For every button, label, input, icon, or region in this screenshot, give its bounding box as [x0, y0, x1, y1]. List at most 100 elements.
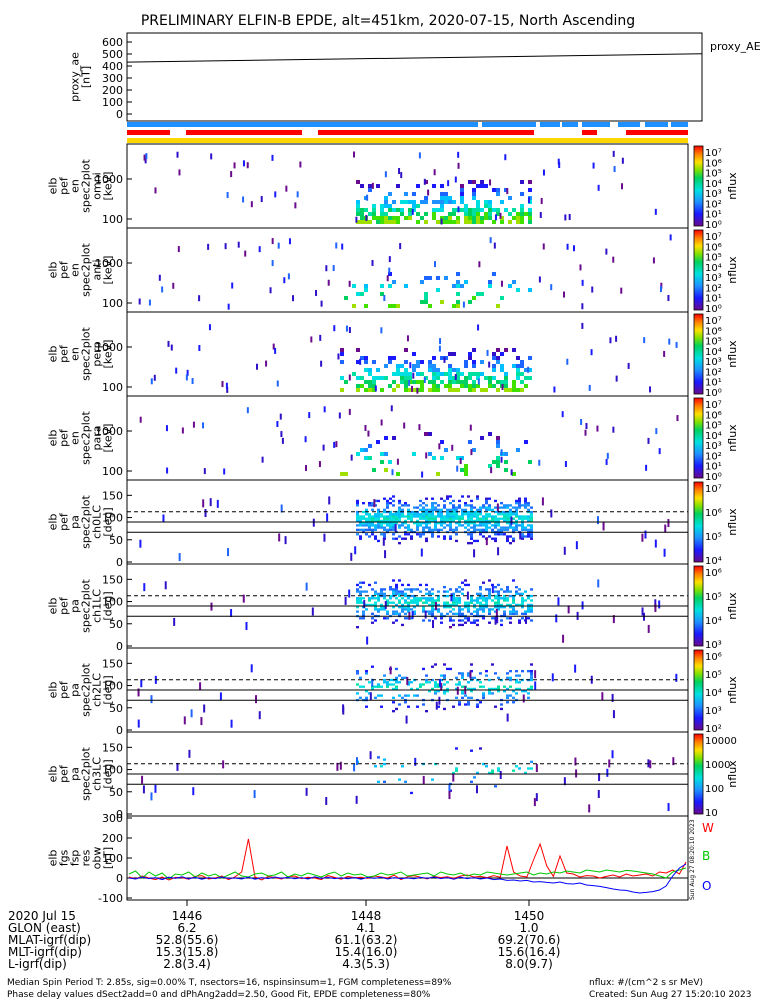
spec-omni-ylabel-0: elb [47, 178, 60, 195]
spec-perp-cb-tick: 10⁷ [705, 316, 722, 327]
spec-anti-ylabel-4: anti [91, 259, 104, 280]
spec-anti-cb-tick: 10¹ [705, 294, 722, 305]
spec-omni-cb-tick: 10¹ [705, 210, 722, 221]
proxy-ae-ytick: 200 [102, 84, 123, 97]
ephem-value-0-0: 1446 [172, 909, 203, 923]
ephem-value-2-0: 52.8(55.6) [156, 933, 219, 947]
pa-ch0-cb-label: nflux [726, 508, 739, 536]
pa-ch0-cb-tick: 10⁷ [705, 484, 722, 495]
pa-ch0-ylabel-1: pef [58, 512, 71, 531]
fgs-series-W [128, 838, 687, 881]
spec-perp-ytick: 1000 [95, 341, 123, 354]
spec-para-cb-tick: 10¹ [705, 462, 722, 473]
orbit-bar-blue [482, 122, 536, 127]
proxy-ae-frame [126, 32, 703, 122]
spec-omni-ylabel-1: pef [58, 176, 71, 195]
pa-ch1-cb-label: nflux [726, 592, 739, 620]
ephem-value-3-0: 15.3(15.8) [156, 945, 219, 959]
spec-omni-cb-tick: 10⁶ [705, 158, 722, 169]
footer-nflux-units: nflux: #/(cm^2 s sr MeV) [589, 978, 703, 988]
fgs-ytick: 0 [116, 872, 123, 885]
spec-anti-cb-tick: 10⁷ [705, 232, 722, 243]
spec-omni-cb-tick: 10⁵ [705, 169, 722, 180]
pa-ch0-ytick: 100 [102, 512, 123, 525]
orbit-bar-blue [582, 122, 610, 127]
pa-ch2-cb-tick: 10² [705, 724, 722, 735]
pa-ch1-colorbar [693, 565, 704, 647]
pa-ch2-cells [137, 663, 678, 728]
pa-ch0-ytick: 0 [116, 556, 123, 569]
ephem-value-1-0: 6.2 [177, 921, 196, 935]
spec-perp-cb-tick: 10¹ [705, 378, 722, 389]
spec-para-ylabel-1: pef [58, 428, 71, 447]
spec-para-ytick: 1000 [95, 425, 123, 438]
spec-omni-cb-label: nflux [726, 172, 739, 200]
pa-ch3-cb-tick: 1000 [705, 760, 730, 771]
pa-ch3-cells [141, 747, 675, 813]
pa-ch2-cb-tick: 10⁴ [705, 688, 722, 699]
pa-ch0-colorbar [693, 481, 704, 563]
pa-ch3-ytick: 100 [102, 764, 123, 777]
spec-omni-ylabel-4: omni [91, 172, 104, 199]
pa-ch0-ylabel-4: ch0LC [91, 505, 104, 539]
pa-ch2-colorbar [693, 649, 704, 731]
panels: 6005004003002001000proxy_ae[nT]proxy_AE1… [47, 32, 761, 905]
pa-ch2-ytick: 0 [116, 724, 123, 737]
pa-ch1-ytick: 150 [102, 573, 123, 586]
proxy-ae-ytick: 300 [102, 72, 123, 85]
orbit-bar-yellow [127, 138, 688, 143]
pa-ch3-ytick: 150 [102, 741, 123, 754]
pa-ch1-ylabel-4: ch1LC [91, 589, 104, 623]
spec-anti-colorbar [693, 229, 704, 311]
ephem-value-2-2: 69.2(70.6) [498, 933, 561, 947]
fgs-legend-O: O [702, 879, 711, 893]
ephem-value-3-1: 15.4(16.0) [335, 945, 398, 959]
pa-ch1-cb-tick: 10⁵ [705, 592, 722, 603]
fgs-ylabel-0: elb [47, 850, 60, 867]
ephem-label-2: MLAT-igrf(dip) [8, 933, 91, 947]
pa-ch1-cb-tick: 10⁶ [705, 568, 722, 579]
pa-ch1-cells [143, 579, 661, 645]
pa-ch0-ylabel-5: [deg] [102, 507, 115, 536]
pa-ch1-ylabel-3: spec2plot [80, 579, 93, 633]
spec-omni-ylabel-2: en [69, 179, 82, 193]
spec-perp-cb-tick: 10² [705, 367, 722, 378]
spec-perp-cb-tick: 10⁵ [705, 337, 722, 348]
pa-ch0-cb-tick: 10⁴ [705, 556, 722, 567]
spec-omni-cb-tick: 10⁷ [705, 148, 722, 159]
spec-perp-cb-tick: 10⁰ [705, 388, 722, 399]
spec-anti-cb-tick: 10⁶ [705, 242, 722, 253]
pa-ch1-ylabel-0: elb [47, 598, 60, 615]
spec-omni-ylabel-3: spec2plot [80, 159, 93, 213]
ephem-value-4-0: 2.8(3.4) [163, 957, 211, 971]
orbit-bar-blue [562, 122, 578, 127]
proxy-ae-legend: proxy_AE [710, 40, 761, 53]
spec-anti-ylabel-2: en [69, 263, 82, 277]
pa-ch0-ylabel-0: elb [47, 514, 60, 531]
spec-anti-cb-tick: 10³ [705, 273, 722, 284]
pa-ch2-cb-tick: 10³ [705, 706, 722, 717]
pa-ch0-ylabel-3: spec2plot [80, 495, 93, 549]
fgs-ylabel-4: obw [91, 847, 104, 870]
orbit-bar-red [626, 130, 688, 135]
spec-anti-ytick: 100 [102, 297, 123, 310]
spec-omni-ytick: 1000 [95, 173, 123, 186]
fgs-legend-W: W [702, 821, 714, 835]
ephem-value-1-1: 4.1 [356, 921, 375, 935]
spec-para-ylabel-2: en [69, 431, 82, 445]
spec-omni-ytick: 100 [102, 213, 123, 226]
fgs-side-note: Sun Aug 27 08:20:10 2023 [689, 819, 696, 900]
fgs-ylabel-5: [nT] [102, 847, 115, 869]
spec-anti-cb-tick: 10⁰ [705, 304, 722, 315]
pa-ch1-ytick: 0 [116, 640, 123, 653]
spec-para-frame [126, 395, 689, 481]
fgs-legend-B: B [702, 849, 710, 863]
ephem-value-2-1: 61.1(63.2) [335, 933, 398, 947]
spec-anti-ylabel-0: elb [47, 262, 60, 279]
footer-created: Created: Sun Aug 27 15:20:10 2023 [589, 990, 751, 1000]
pa-ch2-ytick: 150 [102, 657, 123, 670]
orbit-bar-red [127, 130, 170, 135]
spec-omni-cb-tick: 10⁰ [705, 220, 722, 231]
